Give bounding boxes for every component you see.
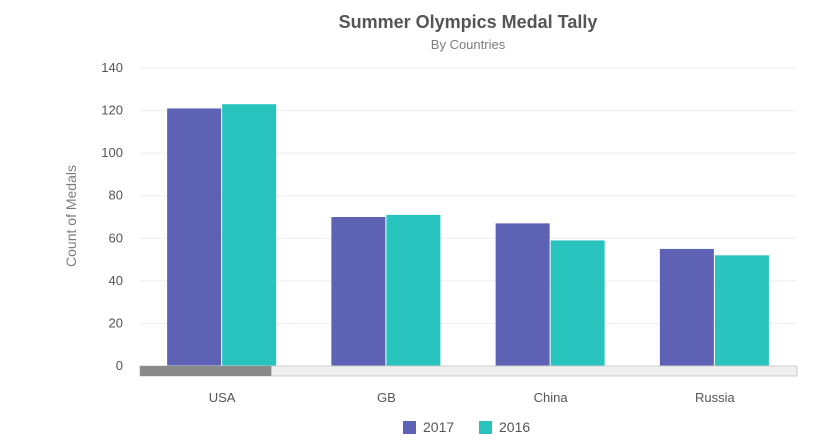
scrollbar-thumb[interactable] [140,366,272,376]
legend: 2017 2016 [403,419,530,435]
y-tick-label: 60 [109,230,123,245]
bar-2016-russia[interactable] [714,255,769,366]
chart-subtitle: By Countries [431,37,506,52]
legend-label[interactable]: 2016 [499,419,530,435]
y-tick-label: 40 [109,273,123,288]
legend-label[interactable]: 2017 [423,419,454,435]
bar-2017-russia[interactable] [659,248,714,366]
x-tick-label: China [534,390,569,405]
y-axis-label: Count of Medals [63,165,79,267]
bar-2016-gb[interactable] [386,214,441,366]
x-tick-label: GB [377,390,396,405]
legend-swatch-2017[interactable] [403,421,416,434]
bar-2016-usa[interactable] [222,104,277,366]
x-tick-label: Russia [695,390,736,405]
y-tick-label: 80 [109,188,123,203]
x-tick-label: USA [209,390,236,405]
scrollbar[interactable] [139,365,798,377]
bars [167,104,769,366]
chart-title: Summer Olympics Medal Tally [339,12,598,32]
bar-2017-china[interactable] [495,223,550,366]
bar-2016-china[interactable] [550,240,605,366]
bar-2017-gb[interactable] [331,217,386,366]
x-axis-ticks: USA GB China Russia [209,390,736,405]
y-tick-label: 120 [101,103,123,118]
bar-2017-usa[interactable] [167,108,222,366]
y-tick-label: 20 [109,315,123,330]
y-axis-ticks: 0 20 40 60 80 100 120 140 [101,60,123,373]
y-tick-label: 100 [101,145,123,160]
y-tick-label: 140 [101,60,123,75]
legend-swatch-2016[interactable] [479,421,492,434]
y-tick-label: 0 [116,358,123,373]
